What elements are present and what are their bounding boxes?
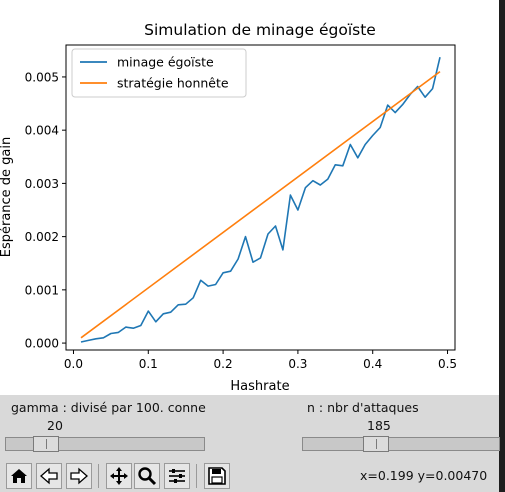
pan-icon (110, 467, 128, 485)
zoom-icon (138, 467, 157, 486)
home-icon (11, 469, 27, 483)
series-line-1 (80, 70, 441, 339)
legend-label-selfish: minage égoïste (117, 55, 214, 70)
home-button[interactable] (6, 463, 32, 489)
back-arrow-icon (40, 467, 58, 485)
configure-subplots-icon (169, 469, 185, 483)
toolbar-separator (98, 464, 99, 488)
n-slider-track[interactable] (302, 436, 500, 452)
chart-svg: 0.0 0.1 0.2 0.3 0.4 0.5 0.0000.0010.0020.0030… (0, 21, 457, 394)
x-axis-label: Hashrate (230, 379, 289, 394)
legend-box (71, 48, 247, 98)
y-tick-label: 0.005 (25, 70, 59, 84)
navigation-toolbar (0, 458, 499, 492)
back-button[interactable] (36, 463, 62, 489)
x-tick-label: 0.4 (363, 357, 382, 371)
configure-subplots-button[interactable] (164, 463, 190, 489)
plot-figure[interactable]: 0.0 0.1 0.2 0.3 0.4 0.5 0.000 0.001 0.002 0.003 0… (0, 0, 499, 395)
chart-title: Simulation de minage égoïste (144, 21, 376, 39)
save-button[interactable] (204, 463, 230, 489)
y-ticks: 0.000 0.001 0.002 0.003 0.004 0.005 (25, 70, 66, 351)
x-ticks: 0.0 0.1 0.2 0.3 0.4 0.5 (64, 350, 457, 371)
toolbar-separator (196, 464, 197, 488)
series-line-0 (80, 57, 441, 343)
legend-label-honest: stratégie honnête (117, 76, 229, 91)
x-tick-label: 0.3 (288, 357, 307, 371)
legend: minage égoïste stratégie honnête (71, 48, 247, 98)
forward-button[interactable] (66, 463, 92, 489)
n-slider-value: 185 (367, 418, 391, 433)
forward-arrow-icon (70, 467, 88, 485)
x-tick-label: 0.2 (214, 357, 233, 371)
gamma-slider-handle[interactable] (33, 436, 59, 452)
window-edge (499, 0, 505, 492)
x-tick-label: 0.1 (139, 357, 158, 371)
gamma-slider-label: gamma : divisé par 100. conne (11, 400, 206, 415)
y-axis-label: Espérance de gain (0, 137, 14, 258)
gamma-slider-value: 20 (47, 418, 63, 433)
y-tick-label: 0.000 (25, 337, 59, 351)
y-tick-label: 0.001 (25, 283, 59, 297)
y-tick-label: 0.002 (25, 230, 59, 244)
x-tick-label: 0.0 (64, 357, 83, 371)
pan-button[interactable] (106, 463, 132, 489)
series-layer (80, 57, 441, 343)
n-slider-handle[interactable] (363, 436, 389, 452)
y-tick-label: 0.003 (25, 177, 59, 191)
slider-panel: gamma : divisé par 100. conne 20 n : nbr… (0, 395, 500, 458)
cursor-coordinates: x=0.199 y=0.00470 (360, 468, 488, 483)
gamma-slider-track[interactable] (5, 436, 205, 452)
x-tick-label: 0.5 (438, 357, 457, 371)
n-slider-label: n : nbr d'attaques (307, 400, 419, 415)
y-tick-label: 0.004 (25, 124, 59, 138)
save-icon (208, 467, 226, 485)
zoom-button[interactable] (134, 463, 160, 489)
